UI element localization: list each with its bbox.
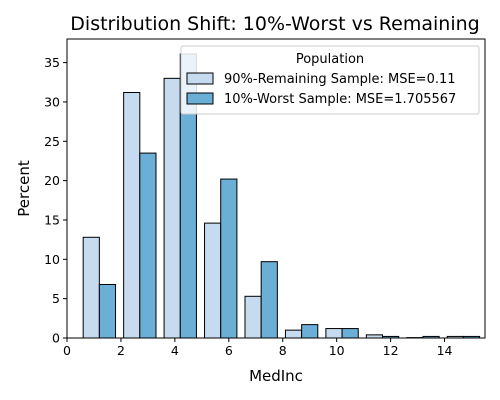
y-tick-label-6: 30 — [44, 94, 60, 109]
bar-worst-1 — [140, 153, 156, 338]
bar-worst-3 — [221, 179, 237, 338]
bar-worst-4 — [261, 262, 277, 338]
legend-swatch-remaining — [187, 73, 213, 84]
y-tick-label-7: 35 — [44, 55, 60, 70]
bar-worst-5 — [302, 325, 318, 338]
bar-remaining-1 — [124, 93, 140, 338]
y-tick-label-3: 15 — [44, 212, 60, 227]
y-tick-label-0: 0 — [52, 331, 60, 346]
bar-remaining-5 — [285, 330, 301, 338]
bar-remaining-3 — [205, 223, 221, 338]
y-tick-label-4: 20 — [44, 173, 60, 188]
bar-remaining-4 — [245, 296, 261, 338]
y-tick-label-1: 5 — [52, 291, 60, 306]
x-tick-label-1: 2 — [117, 343, 125, 358]
legend: Population 90%-Remaining Sample: MSE=0.1… — [181, 46, 479, 114]
legend-entry-remaining: 90%-Remaining Sample: MSE=0.11 — [224, 72, 456, 87]
bar-worst-0 — [99, 284, 115, 338]
y-tick-label-5: 25 — [44, 134, 60, 149]
bar-remaining-6 — [326, 329, 342, 338]
x-tick-label-7: 14 — [437, 343, 453, 358]
x-tick-label-5: 10 — [329, 343, 345, 358]
legend-title: Population — [296, 52, 364, 67]
x-tick-label-2: 4 — [171, 343, 179, 358]
x-axis-label: MedInc — [249, 367, 303, 385]
bar-worst-6 — [342, 329, 358, 338]
bar-remaining-0 — [83, 237, 99, 338]
legend-entry-worst: 10%-Worst Sample: MSE=1.705567 — [224, 92, 456, 107]
x-tick-label-3: 6 — [225, 343, 233, 358]
chart-title: Distribution Shift: 10%-Worst vs Remaini… — [70, 13, 479, 35]
y-tick-label-2: 10 — [44, 252, 60, 267]
x-tick-label-6: 12 — [383, 343, 399, 358]
bar-remaining-2 — [164, 78, 180, 338]
y-axis-label: Percent — [15, 160, 33, 217]
x-tick-label-0: 0 — [63, 343, 71, 358]
legend-swatch-worst — [187, 93, 213, 104]
x-tick-label-4: 8 — [279, 343, 287, 358]
